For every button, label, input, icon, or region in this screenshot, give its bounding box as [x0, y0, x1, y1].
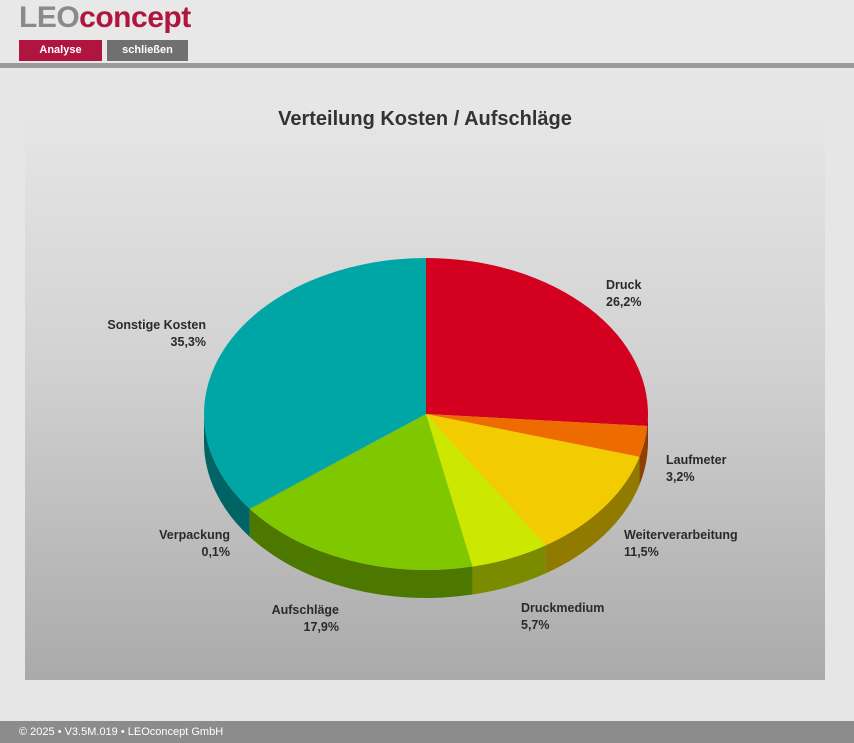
- analyse-button[interactable]: Analyse: [19, 40, 102, 61]
- pie-slice-3[interactable]: [426, 414, 546, 567]
- slice-name-label: Weiterverarbeitung: [624, 528, 738, 542]
- slice-percent-label: 17,9%: [304, 620, 339, 634]
- slice-percent-label: 5,7%: [521, 618, 550, 632]
- slice-name-label: Sonstige Kosten: [107, 318, 206, 332]
- pie-slice-5[interactable]: [249, 414, 426, 510]
- pie-side-6: [204, 414, 250, 537]
- pie-side-4: [250, 509, 473, 598]
- pie-sides: [204, 414, 648, 598]
- pie-slices: [203, 258, 649, 570]
- slice-percent-label: 26,2%: [606, 295, 641, 309]
- footer-text: © 2025 • V3.5M.019 • LEOconcept GmbH: [19, 726, 224, 738]
- slice-name-label: Druckmedium: [521, 601, 604, 615]
- pie-side-2: [545, 456, 640, 574]
- header-divider: [0, 63, 854, 68]
- slice-percent-label: 0,1%: [202, 545, 231, 559]
- pie-slice-6[interactable]: [203, 258, 426, 509]
- chart-title: Verteilung Kosten / Aufschläge: [278, 108, 572, 130]
- slice-percent-label: 35,3%: [171, 335, 206, 349]
- slice-name-label: Verpackung: [159, 528, 230, 542]
- pie-chart: Druck 26,2% Laufmeter 3,2% Weiterverarbeitun…: [107, 258, 738, 634]
- slice-name-label: Druck: [606, 278, 641, 292]
- footer: © 2025 • V3.5M.019 • LEOconcept GmbH: [0, 721, 854, 743]
- logo-part-1: LEO: [19, 1, 80, 34]
- slice-name-label: Laufmeter: [666, 453, 727, 467]
- app-header: LEOconcept Analyse schließen: [0, 0, 854, 68]
- pie-side-5: [249, 508, 251, 538]
- slice-name-label: Aufschläge: [272, 603, 339, 617]
- slice-percent-label: 11,5%: [624, 545, 659, 559]
- pie-side-3: [472, 545, 546, 595]
- slice-percent-label: 3,2%: [666, 470, 695, 484]
- pie-labels: Druck 26,2% Laufmeter 3,2% Weiterverarbeitun…: [107, 278, 737, 634]
- logo-part-2: concept: [79, 1, 191, 34]
- pie-slice-2[interactable]: [426, 414, 640, 546]
- pie-side-0: [647, 414, 648, 455]
- leoconcept-logo: LEOconcept: [19, 0, 191, 36]
- chart-panel: Verteilung Kosten / Aufschläge Druck 26,2…: [25, 100, 825, 680]
- pie-side-1: [639, 426, 648, 485]
- pie-slice-0[interactable]: [426, 258, 649, 427]
- pie-slice-4[interactable]: [250, 414, 473, 570]
- close-button[interactable]: schließen: [107, 40, 188, 61]
- pie-slice-1[interactable]: [426, 414, 648, 457]
